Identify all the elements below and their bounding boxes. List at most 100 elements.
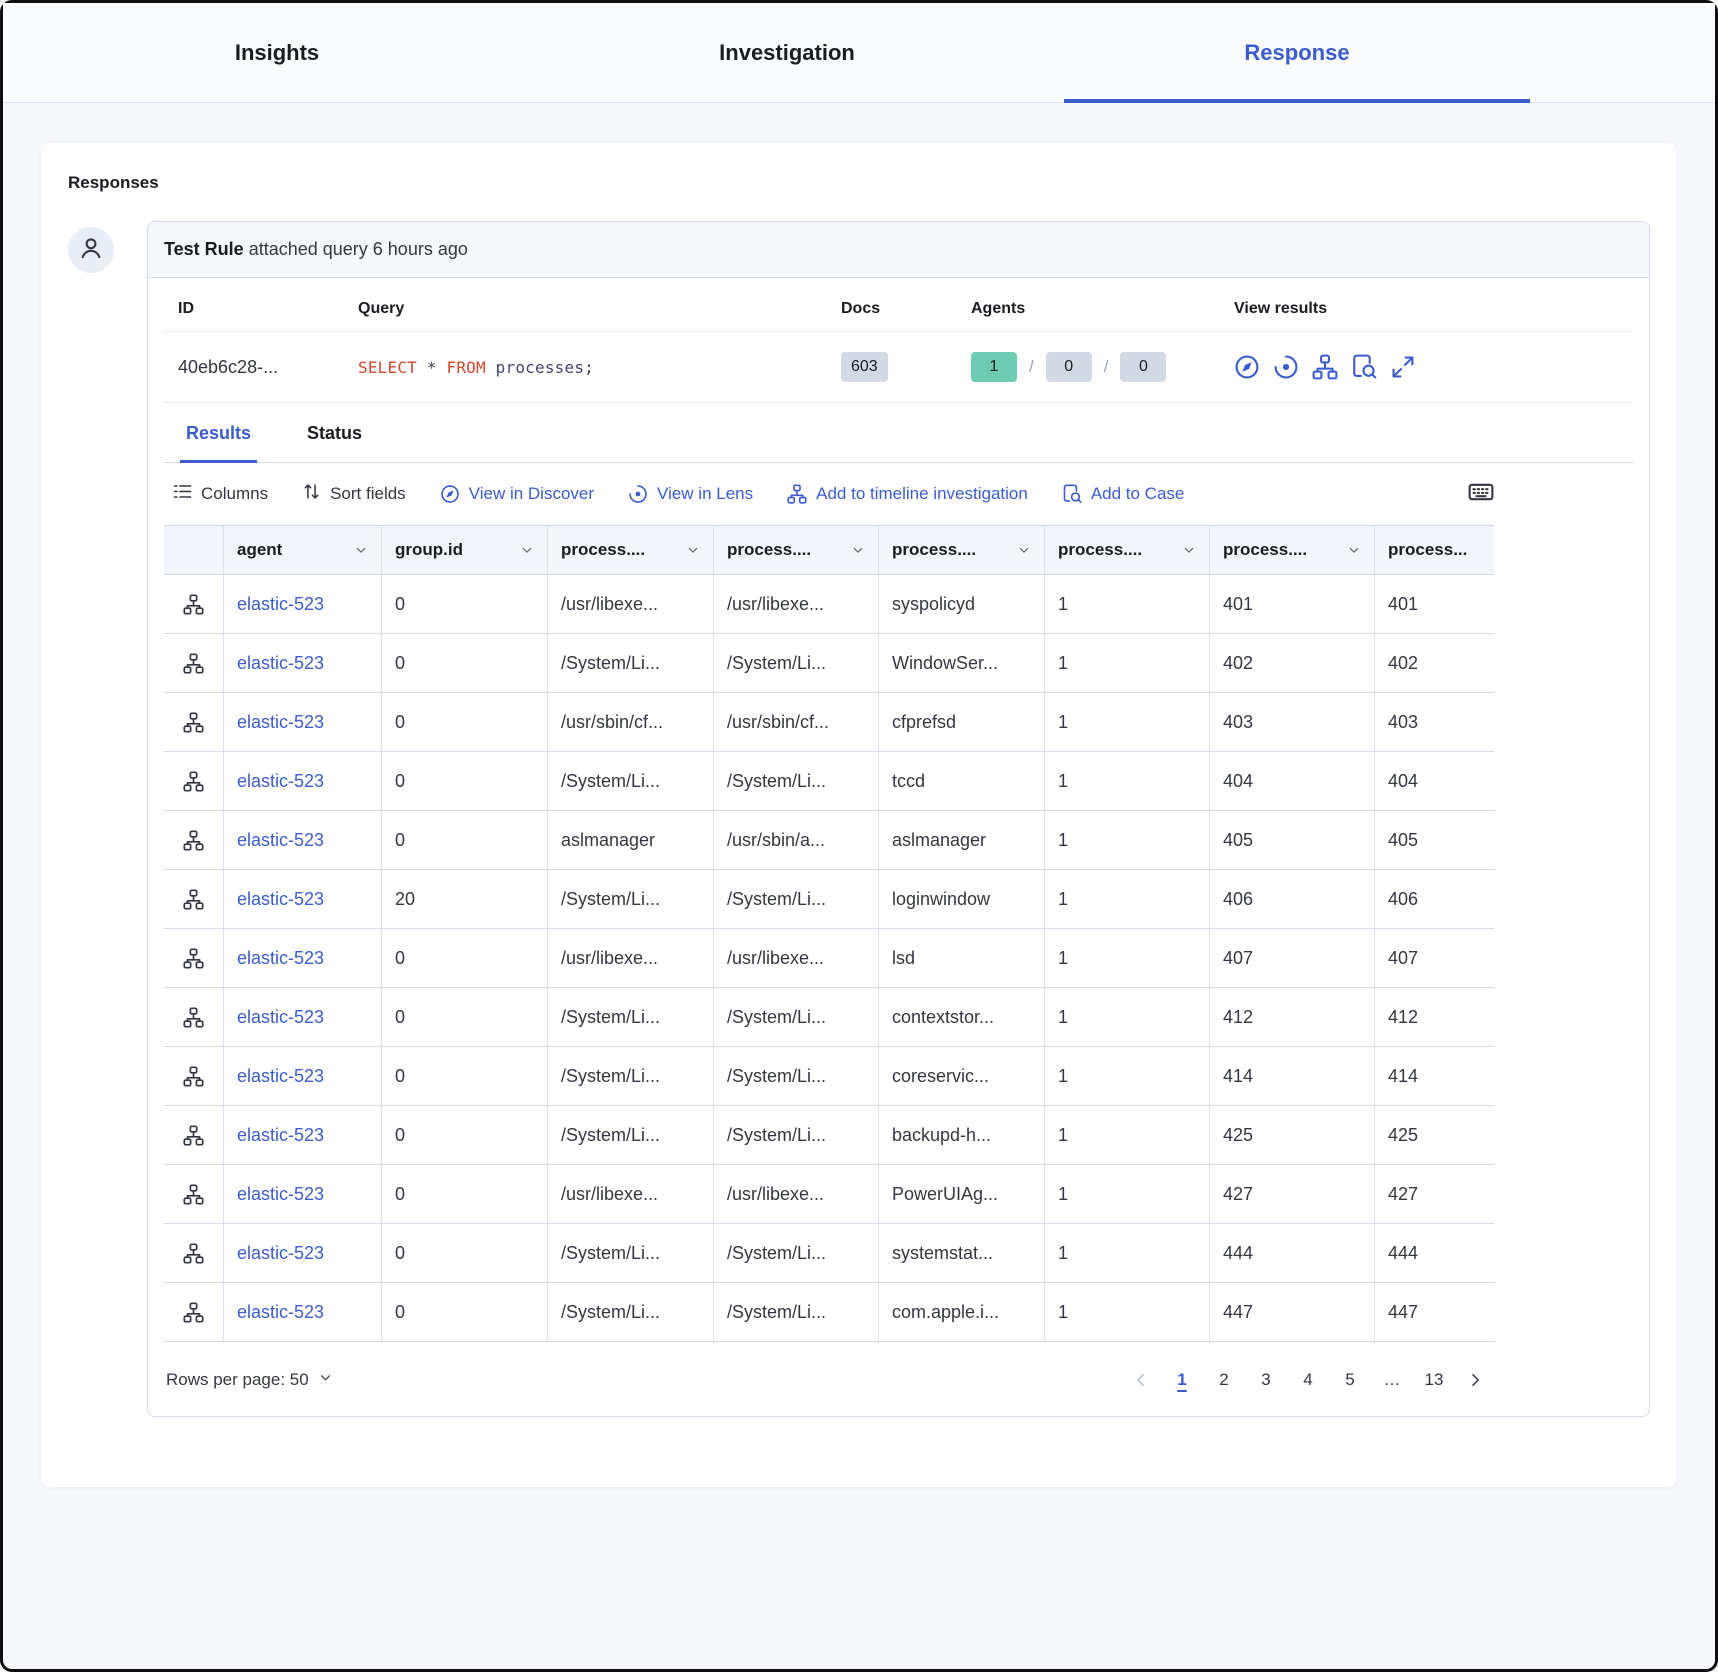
analyze-event-button[interactable] <box>183 770 204 792</box>
query-token-keyword: FROM <box>446 357 486 377</box>
grid-cell: elastic-523 <box>224 870 382 928</box>
discover-action-button[interactable] <box>1234 354 1260 380</box>
next-page-button[interactable] <box>1458 1363 1492 1397</box>
page-3-button[interactable]: 3 <box>1261 1370 1271 1389</box>
grid-control-cell <box>164 988 224 1046</box>
grid-column-header[interactable]: agent <box>224 526 382 574</box>
col-view-results-label: View results <box>1234 300 1328 317</box>
agent-link[interactable]: elastic-523 <box>237 1124 325 1145</box>
query-token-name: processes <box>485 357 585 377</box>
case-action-button[interactable] <box>1351 354 1377 380</box>
grid-column-header[interactable]: group.id <box>382 526 548 574</box>
grid-cell: /System/Li... <box>714 634 879 692</box>
agent-link[interactable]: elastic-523 <box>237 1183 325 1204</box>
page-4-button[interactable]: 4 <box>1303 1370 1313 1389</box>
lens-icon <box>1274 355 1298 379</box>
analyze-event-button[interactable] <box>183 1301 204 1323</box>
grid-cell: 0 <box>382 752 548 810</box>
agent-link[interactable]: elastic-523 <box>237 947 325 968</box>
sort-fields-button-label: Sort fields <box>330 484 406 503</box>
agent-link[interactable]: elastic-523 <box>237 888 325 909</box>
tab-results[interactable]: Results <box>180 403 258 463</box>
grid-row: elastic-523 20/System/Li.../System/Li... l… <box>164 870 1494 929</box>
prev-page-button[interactable] <box>1124 1363 1158 1397</box>
grid-cell: /usr/sbin/a... <box>714 811 879 869</box>
timeline-icon <box>183 947 204 969</box>
response-event-row: Test Rule attached query 6 hours ago ID … <box>68 221 1650 1417</box>
lens-action-button[interactable] <box>1273 354 1299 380</box>
grid-cell: tccd <box>879 752 1045 810</box>
meta-header-row: ID Query Docs Agents View results <box>164 278 1633 332</box>
grid-cell: elastic-523 <box>224 575 382 633</box>
grid-cell: 0 <box>382 693 548 751</box>
tab-insights[interactable]: Insights <box>234 39 320 65</box>
grid-cell: /System/Li... <box>714 1283 879 1341</box>
grid-cell: 405 <box>1210 811 1375 869</box>
keyboard-shortcuts-button[interactable] <box>1468 479 1494 510</box>
analyze-event-button[interactable] <box>183 888 204 910</box>
add-to-case-button[interactable]: Add to Case <box>1062 484 1184 504</box>
grid-cell: cfprefsd <box>879 693 1045 751</box>
analyze-event-button[interactable] <box>183 652 204 674</box>
view-in-lens-button[interactable]: View in Lens <box>628 484 753 504</box>
grid-cell: elastic-523 <box>224 1283 382 1341</box>
grid-cell: 1 <box>1045 1224 1210 1282</box>
grid-footer: Rows per page: 50 1 2 3 4 5 … 13 <box>164 1342 1494 1402</box>
chevron-down-icon <box>356 547 366 553</box>
grid-column-header[interactable]: process... <box>1375 526 1494 574</box>
view-in-discover-button[interactable]: View in Discover <box>440 484 594 504</box>
analyze-event-button[interactable] <box>183 1183 204 1205</box>
agent-link[interactable]: elastic-523 <box>237 1242 325 1263</box>
page-5-button[interactable]: 5 <box>1345 1370 1355 1389</box>
grid-column-header[interactable]: process.... <box>548 526 714 574</box>
docs-count-badge: 603 <box>841 352 888 382</box>
agent-link[interactable]: elastic-523 <box>237 1065 325 1086</box>
grid-row: elastic-523 0/System/Li.../System/Li... Wi… <box>164 634 1494 693</box>
tab-status[interactable]: Status <box>307 423 363 443</box>
grid-column-header[interactable]: process.... <box>879 526 1045 574</box>
agent-link[interactable]: elastic-523 <box>237 1301 325 1322</box>
case-icon <box>1063 484 1082 503</box>
grid-column-header[interactable]: process.... <box>1045 526 1210 574</box>
page-2-button[interactable]: 2 <box>1219 1370 1229 1389</box>
agent-link[interactable]: elastic-523 <box>237 711 325 732</box>
analyze-event-button[interactable] <box>183 1006 204 1028</box>
grid-cell: 414 <box>1375 1047 1494 1105</box>
grid-cell: 412 <box>1210 988 1375 1046</box>
analyze-event-button[interactable] <box>183 1065 204 1087</box>
grid-cell: 1 <box>1045 870 1210 928</box>
columns-button[interactable]: Columns <box>173 482 268 506</box>
agent-link[interactable]: elastic-523 <box>237 593 325 614</box>
expand-action-button[interactable] <box>1390 354 1416 380</box>
analyze-event-button[interactable] <box>183 1242 204 1264</box>
page-13-button[interactable]: 13 <box>1424 1370 1444 1389</box>
grid-cell: /System/Li... <box>548 752 714 810</box>
tab-response[interactable]: Response <box>1042 3 1552 103</box>
meta-value-row: 40eb6c28-... SELECT * FROM processes; 60… <box>164 332 1633 403</box>
agent-link[interactable]: elastic-523 <box>237 829 325 850</box>
rows-per-page-select[interactable]: Rows per page: 50 <box>166 1370 333 1390</box>
grid-cell: 0 <box>382 575 548 633</box>
analyze-event-button[interactable] <box>183 829 204 851</box>
timeline-action-button[interactable] <box>1312 354 1338 380</box>
responses-heading: Responses <box>68 173 159 192</box>
sort-fields-button[interactable]: Sort fields <box>302 482 406 506</box>
grid-column-header[interactable]: process.... <box>714 526 879 574</box>
analyze-event-button[interactable] <box>183 711 204 733</box>
top-tabs: Insights Investigation Response <box>3 3 1715 103</box>
grid-cell: 1 <box>1045 634 1210 692</box>
grid-column-header[interactable]: process.... <box>1210 526 1375 574</box>
agent-link[interactable]: elastic-523 <box>237 770 325 791</box>
agent-link[interactable]: elastic-523 <box>237 652 325 673</box>
analyze-event-button[interactable] <box>183 1124 204 1146</box>
grid-cell: 402 <box>1210 634 1375 692</box>
grid-row: elastic-523 0/System/Li.../System/Li... sy… <box>164 1224 1494 1283</box>
result-tabs: Results Status <box>164 403 1633 463</box>
analyze-event-button[interactable] <box>183 947 204 969</box>
grid-control-cell <box>164 1047 224 1105</box>
analyze-event-button[interactable] <box>183 593 204 615</box>
add-to-timeline-investigation-button[interactable]: Add to timeline investigation <box>787 484 1028 504</box>
tab-investigation[interactable]: Investigation <box>719 39 855 65</box>
agent-link[interactable]: elastic-523 <box>237 1006 325 1027</box>
page-1-button[interactable]: 1 <box>1177 1370 1187 1389</box>
